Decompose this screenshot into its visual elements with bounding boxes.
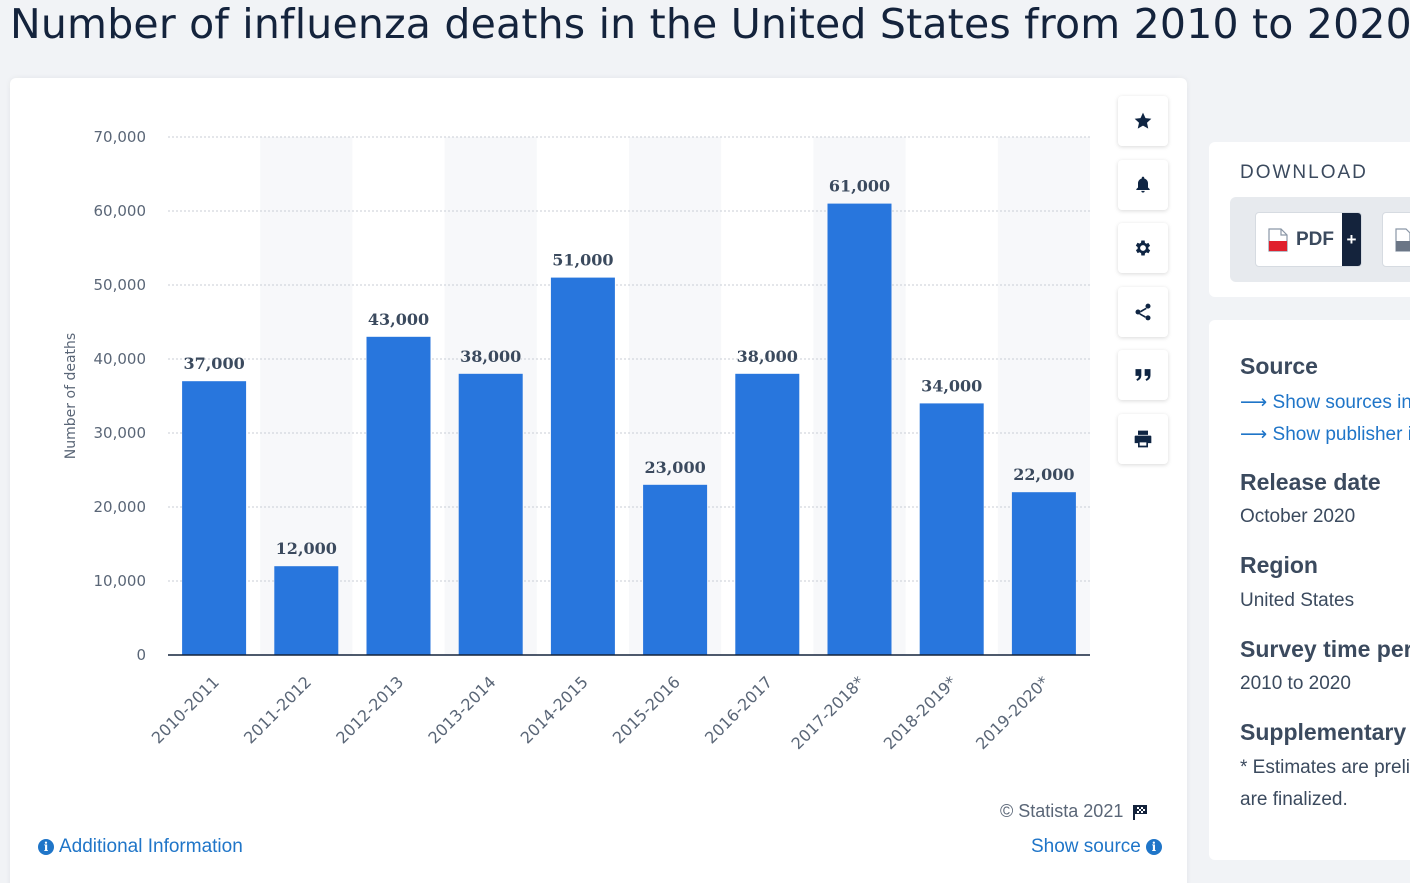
show-publisher-label: Show publisher information — [1272, 424, 1410, 445]
y-axis-title: Number of deaths — [63, 333, 79, 459]
data-label: 51,000 — [552, 251, 613, 270]
bar — [735, 373, 800, 655]
y-tick-label: 30,000 — [94, 424, 147, 442]
chart-toolbar — [1118, 96, 1170, 477]
page-title: Number of influenza deaths in the United… — [10, 0, 1410, 48]
data-label: 38,000 — [460, 347, 521, 366]
share-icon — [1135, 303, 1151, 320]
y-tick-label: 60,000 — [94, 202, 147, 220]
x-tick-label: 2019-2020* — [972, 672, 1053, 753]
arrow-right-icon: ⟶ — [1240, 392, 1273, 413]
survey-period-heading: Survey time period — [1240, 636, 1410, 662]
bar — [919, 403, 984, 655]
y-tick-label: 40,000 — [94, 350, 147, 368]
favorite-button[interactable] — [1118, 96, 1168, 146]
bar — [458, 373, 523, 655]
y-tick-label: 0 — [136, 646, 146, 664]
data-label: 23,000 — [644, 458, 705, 477]
share-button[interactable] — [1118, 286, 1168, 337]
star-icon — [1134, 112, 1152, 129]
data-label: 61,000 — [829, 177, 890, 196]
show-publisher-link[interactable]: ⟶ Show publisher information — [1240, 423, 1410, 446]
print-icon — [1134, 430, 1152, 447]
arrow-right-icon: ⟶ — [1240, 424, 1273, 445]
x-tick-label: 2010-2011 — [148, 672, 223, 747]
copyright-text: © Statista 2021 — [1000, 801, 1124, 821]
pdf-file-icon — [1268, 227, 1288, 252]
cite-button[interactable] — [1118, 350, 1168, 400]
bar — [274, 566, 339, 655]
quote-icon — [1135, 369, 1151, 381]
show-sources-link[interactable]: ⟶ Show sources information — [1240, 391, 1410, 414]
region-heading: Region — [1240, 552, 1318, 578]
additional-information-label: Additional Information — [59, 836, 243, 857]
data-label: 43,000 — [368, 310, 429, 329]
download-xls-button[interactable] — [1382, 212, 1410, 267]
bar — [366, 336, 431, 655]
release-date-heading: Release date — [1240, 469, 1381, 495]
notification-button[interactable] — [1118, 159, 1168, 210]
print-button[interactable] — [1118, 413, 1168, 464]
region-value: United States — [1240, 590, 1355, 611]
data-label: 37,000 — [183, 354, 244, 373]
download-title: DOWNLOAD — [1240, 162, 1368, 183]
survey-period-value: 2010 to 2020 — [1240, 673, 1351, 694]
source-heading: Source — [1240, 353, 1318, 379]
x-tick-label: 2018-2019* — [880, 672, 961, 753]
info-icon: i — [38, 839, 54, 855]
x-tick-label: 2011-2012 — [240, 672, 315, 747]
bar — [550, 277, 615, 655]
data-label: 12,000 — [276, 539, 337, 558]
supplementary-notes-heading: Supplementary notes — [1240, 719, 1410, 745]
flag-icon[interactable] — [1131, 803, 1149, 821]
chart-card: 0 10,000 20,000 30,000 40,000 50,000 60,000 70,… — [10, 78, 1187, 883]
pdf-options-button[interactable]: + — [1342, 213, 1361, 266]
show-sources-label: Show sources information — [1272, 392, 1410, 413]
bar — [643, 484, 708, 655]
bar — [1011, 492, 1076, 655]
y-tick-label: 10,000 — [94, 572, 147, 590]
x-tick-label: 2013-2014 — [424, 672, 499, 747]
release-date-value: October 2020 — [1240, 506, 1356, 527]
bar — [827, 203, 892, 655]
x-tick-label: 2012-2013 — [332, 672, 407, 747]
supplementary-notes-line-2: are finalized. — [1240, 789, 1348, 810]
bar-chart: 0 10,000 20,000 30,000 40,000 50,000 60,000 70,… — [63, 128, 1090, 753]
data-label: 34,000 — [921, 376, 982, 395]
additional-information-link[interactable]: i Additional Information — [38, 836, 243, 858]
statistic-details-panel: Source ⟶ Show sources information ⟶ Show… — [1209, 320, 1410, 860]
y-tick-label: 50,000 — [94, 276, 147, 294]
show-source-link[interactable]: Show source i — [1031, 836, 1162, 858]
download-pdf-button[interactable]: PDF + — [1255, 212, 1362, 267]
x-tick-label: 2015-2016 — [609, 672, 684, 747]
bell-icon — [1136, 176, 1150, 192]
y-tick-label: 70,000 — [94, 128, 147, 146]
data-label: 38,000 — [737, 347, 798, 366]
data-label: 22,000 — [1013, 465, 1074, 484]
xls-file-icon — [1395, 227, 1410, 252]
download-options: PDF + — [1230, 197, 1410, 282]
x-tick-label: 2016-2017 — [701, 672, 776, 747]
gear-icon — [1135, 240, 1151, 256]
copyright: © Statista 2021 — [1000, 801, 1149, 822]
info-icon: i — [1145, 839, 1162, 855]
bar — [182, 381, 247, 655]
x-tick-label: 2014-2015 — [517, 672, 592, 747]
y-tick-label: 20,000 — [94, 498, 147, 516]
settings-button[interactable] — [1118, 223, 1168, 273]
show-source-label: Show source — [1031, 836, 1141, 857]
supplementary-notes-line-1: * Estimates are preliminary until they — [1240, 757, 1410, 778]
x-tick-label: 2017-2018* — [788, 672, 869, 753]
download-panel: DOWNLOAD PDF + — [1209, 142, 1410, 297]
pdf-label: PDF — [1296, 228, 1334, 250]
